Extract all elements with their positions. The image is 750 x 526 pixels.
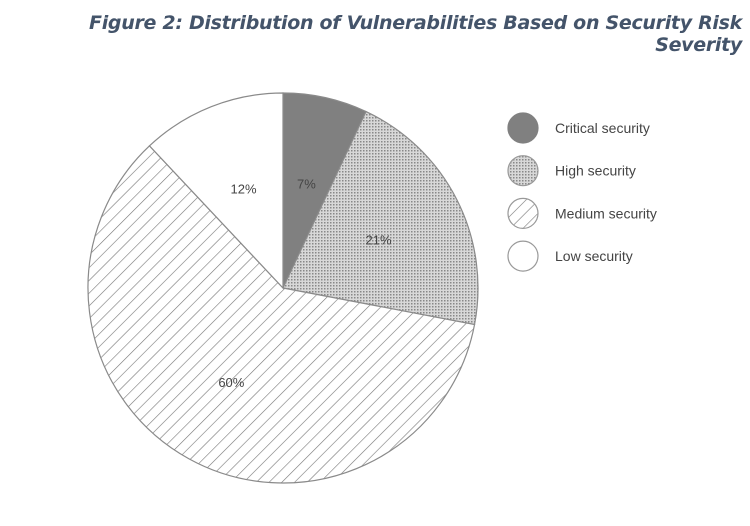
- slice-medium-security: [87, 145, 476, 484]
- data-label-critical-security: 7%: [297, 176, 316, 191]
- data-label-high-security: 21%: [366, 232, 392, 247]
- legend-swatch-low-security: [507, 240, 539, 272]
- legend-label-low-security: Low security: [555, 248, 633, 264]
- data-label-medium-security: 60%: [218, 375, 244, 390]
- legend-swatch-high-security: [507, 155, 539, 187]
- data-label-low-security: 12%: [231, 181, 257, 196]
- legend-label-critical-security: Critical security: [555, 120, 650, 136]
- slice-high-security: [282, 110, 479, 326]
- legend-swatch-critical-security: [507, 112, 539, 144]
- legend-swatch-medium-security: [507, 197, 539, 229]
- chart-title: Figure 2: Distribution of Vulnerabilitie…: [89, 12, 742, 56]
- slice-low-security: [148, 92, 284, 290]
- legend-label-high-security: High security: [555, 163, 636, 179]
- legend-label-medium-security: Medium security: [555, 205, 657, 221]
